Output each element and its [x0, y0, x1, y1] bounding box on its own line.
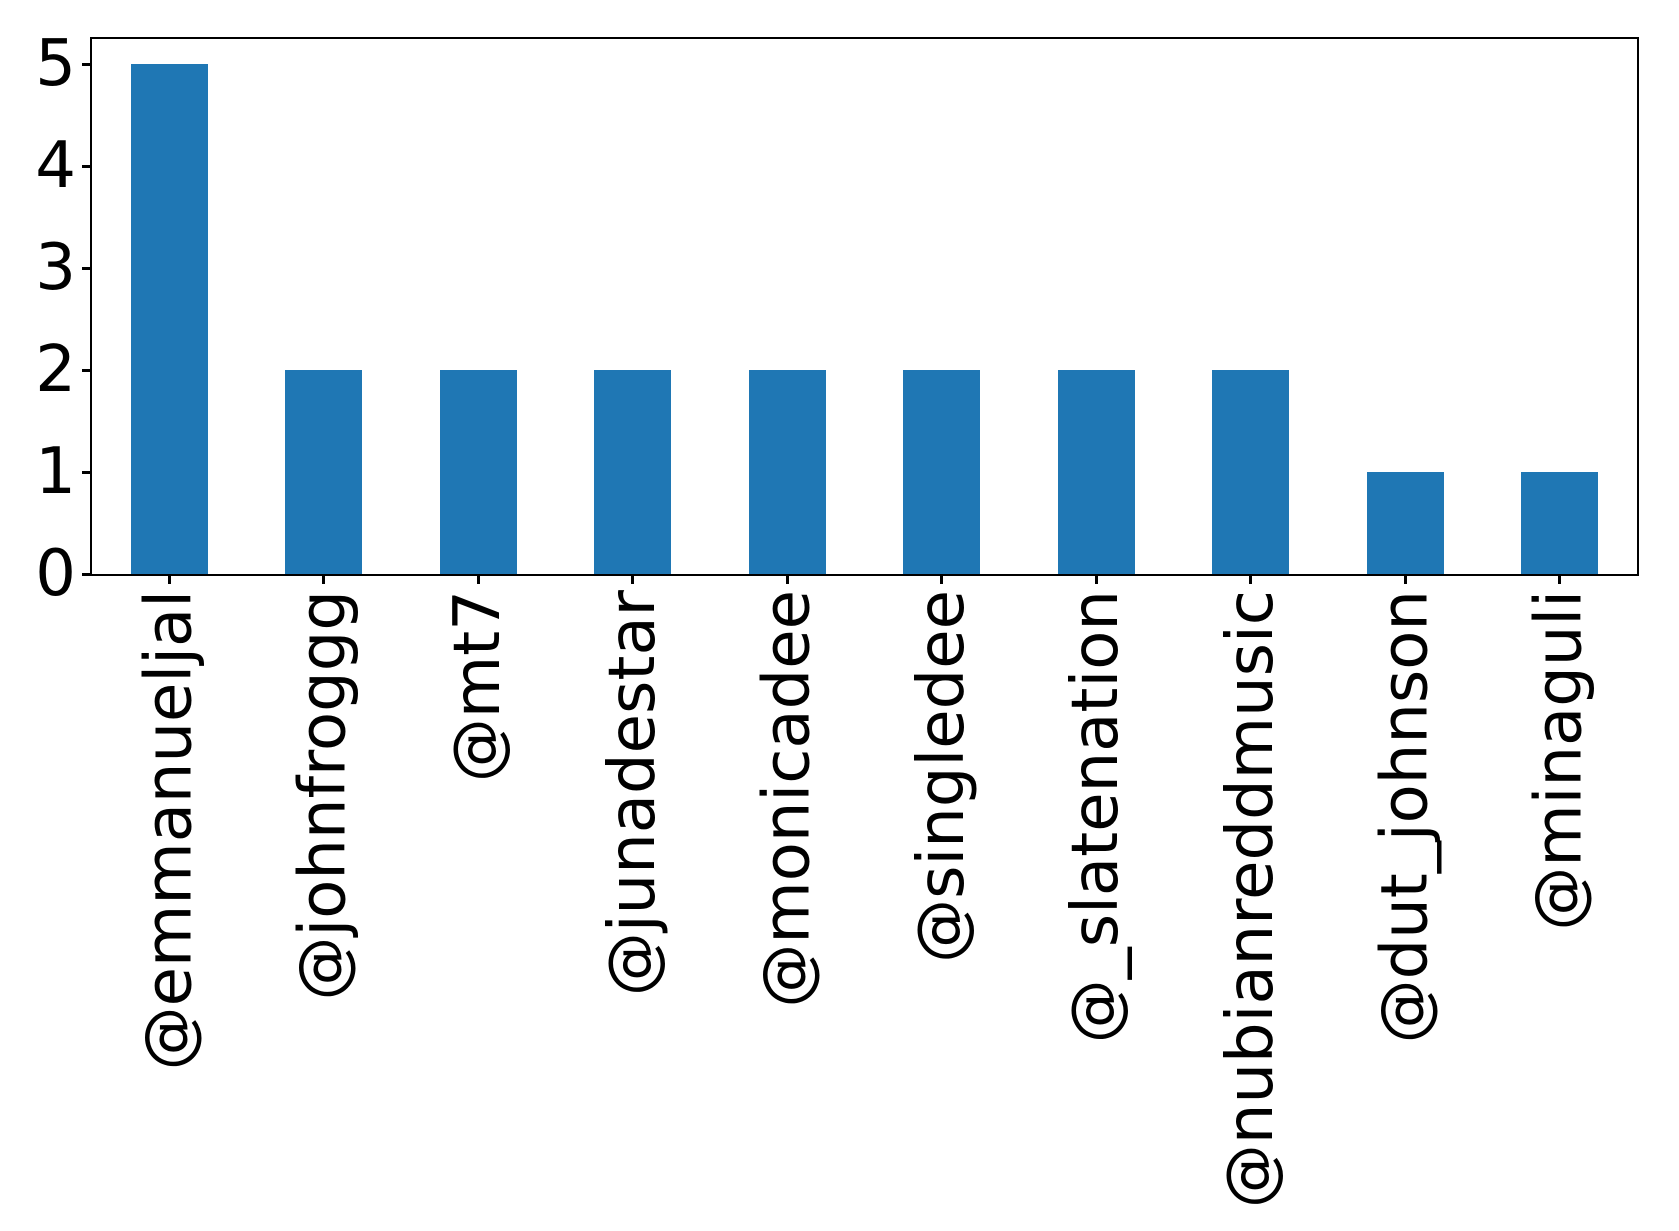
y-tick-mark [82, 470, 90, 474]
x-tick-label: @emmanueljal [132, 590, 207, 1071]
bar [594, 370, 672, 574]
bar [1521, 472, 1599, 574]
y-tick-mark [82, 368, 90, 372]
x-tick-label: @nubianreddmusic [1213, 590, 1288, 1209]
y-tick-label: 1 [35, 435, 76, 510]
x-tick-mark [322, 576, 326, 584]
bar [1366, 472, 1444, 574]
y-tick-mark [82, 164, 90, 168]
x-tick-label: @singledee [904, 590, 979, 963]
y-tick-label: 4 [35, 129, 76, 204]
x-tick-mark [785, 576, 789, 584]
bar [903, 370, 981, 574]
bar [1212, 370, 1290, 574]
x-tick-label: @_slatenation [1059, 590, 1134, 1044]
x-tick-label: @johnfroggg [286, 590, 361, 1001]
bar [285, 370, 363, 574]
plot-area [90, 37, 1639, 576]
y-tick-label: 0 [35, 537, 76, 611]
y-tick-mark [82, 572, 90, 576]
x-tick-label: @minaguli [1522, 590, 1597, 931]
bar [130, 64, 208, 574]
x-tick-label: @junadestar [595, 590, 670, 997]
bar [748, 370, 826, 574]
bar [439, 370, 517, 574]
x-tick-mark [631, 576, 635, 584]
x-tick-label: @mt7 [441, 590, 516, 783]
x-tick-mark [476, 576, 480, 584]
bar [1057, 370, 1135, 574]
y-tick-label: 3 [35, 231, 76, 306]
y-tick-mark [82, 62, 90, 66]
x-tick-mark [1249, 576, 1253, 584]
x-tick-label: @dut_johnson [1368, 590, 1443, 1044]
x-tick-mark [1558, 576, 1562, 584]
y-tick-mark [82, 266, 90, 270]
x-tick-mark [1403, 576, 1407, 584]
x-tick-label: @monicadee [750, 590, 825, 1008]
y-tick-label: 2 [35, 333, 76, 408]
x-tick-mark [1094, 576, 1098, 584]
y-tick-label: 5 [35, 27, 76, 102]
x-tick-mark [167, 576, 171, 584]
x-tick-mark [940, 576, 944, 584]
